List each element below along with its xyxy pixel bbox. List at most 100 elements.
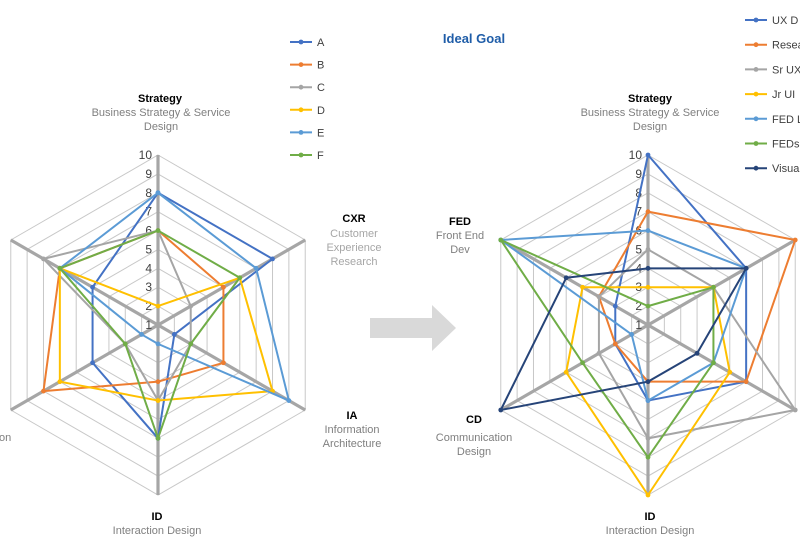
right-axis-label-id: ID Interaction Design [606, 511, 695, 537]
legend-item[interactable]: C [290, 82, 325, 94]
legend-item[interactable]: FED L [745, 114, 800, 126]
axis-desc: Interaction Design [113, 525, 202, 537]
chart-title: Ideal Goal [443, 31, 505, 46]
right-axis-label-fed: FED Front End Dev [436, 216, 484, 256]
tick-label: 4 [635, 261, 642, 275]
axis-code: FED [449, 216, 471, 228]
data-point [563, 275, 569, 281]
data-point [41, 388, 46, 394]
data-point [498, 407, 504, 413]
legend-label: UX D [772, 15, 798, 27]
data-point [645, 265, 651, 271]
axis-line [9, 323, 159, 412]
data-point [596, 294, 602, 300]
data-point [711, 284, 716, 290]
legend-item[interactable]: E [290, 127, 324, 139]
legend-label: FED L [772, 114, 800, 126]
data-point [727, 369, 733, 375]
legend-item[interactable]: Jr UI [745, 89, 795, 101]
legend-item[interactable]: UX D [745, 15, 798, 27]
data-point [286, 398, 292, 403]
tick-label: 5 [635, 242, 642, 256]
legend-label: Resea [772, 40, 800, 52]
data-point [139, 332, 145, 337]
current-radar-chart: 1 2 3 4 5 6 7 8 9 10 [9, 148, 307, 496]
data-point [612, 341, 618, 347]
data-point [645, 492, 651, 498]
axis-desc: Research [330, 256, 377, 268]
axis-code: Strategy [138, 93, 183, 105]
axis-line [499, 238, 649, 327]
legend-item[interactable]: A [290, 37, 325, 49]
left-axis-label-ia: IA Information Architecture [323, 410, 382, 450]
series-visua [498, 265, 749, 413]
data-point [580, 284, 585, 290]
legend-marker [753, 17, 759, 23]
data-point [155, 379, 161, 385]
axis-desc: Architecture [323, 438, 382, 450]
left-axis-label-cd-partial: on [0, 432, 11, 444]
legend-item[interactable]: Resea [745, 40, 800, 52]
legend-marker [298, 39, 304, 45]
tick-label: 7 [145, 205, 152, 219]
data-point [171, 332, 177, 337]
legend-item[interactable]: Sr UX [745, 64, 800, 76]
legend-marker [298, 152, 304, 158]
data-point [90, 284, 95, 290]
tick-label: 10 [629, 148, 643, 162]
axis-code: IA [347, 410, 358, 422]
data-point [188, 303, 194, 309]
data-point [57, 379, 63, 385]
legend-label: B [317, 60, 324, 72]
axis-line [9, 238, 159, 327]
axis-line [647, 238, 797, 327]
data-point [155, 435, 161, 441]
tick-label: 1 [635, 318, 642, 332]
right-arrow-icon [370, 305, 456, 351]
left-axis-label-id: ID Interaction Design [113, 511, 202, 537]
legend-label: Visua [772, 163, 800, 175]
data-point [498, 237, 504, 243]
tick-label: 2 [635, 299, 642, 313]
data-point [645, 209, 651, 215]
axis-line [157, 238, 307, 327]
data-point [645, 454, 651, 460]
data-point [743, 379, 749, 385]
series-f [57, 228, 243, 441]
legend-item[interactable]: FEDs [745, 139, 800, 151]
data-point [155, 398, 161, 403]
data-point [155, 228, 161, 233]
legend-label: C [317, 82, 325, 94]
axis-desc: Design [144, 121, 178, 133]
legend-item[interactable]: F [290, 150, 324, 162]
data-point [155, 341, 161, 347]
legend-marker [753, 116, 759, 122]
legend-label: F [317, 150, 324, 162]
data-point [743, 265, 749, 271]
axis-desc: Front End [436, 230, 484, 242]
left-axis-label-strategy: Strategy Business Strategy & Service Des… [92, 93, 231, 133]
legend-item[interactable]: Visua [745, 163, 800, 175]
right-axis-label-strategy: Strategy Business Strategy & Service Des… [581, 93, 720, 133]
axis-code: CXR [342, 213, 365, 225]
data-point [253, 265, 259, 271]
legend-label: A [317, 37, 325, 49]
axis-line [499, 323, 649, 412]
data-point [645, 228, 651, 233]
legend-item[interactable]: D [290, 105, 325, 117]
data-point [221, 284, 226, 290]
legend-marker [753, 141, 759, 146]
axis-line [647, 323, 797, 412]
axis-code: Strategy [628, 93, 673, 105]
legend-marker [753, 165, 759, 171]
tick-label: 5 [145, 242, 152, 256]
data-point [792, 237, 798, 243]
legend-marker [298, 62, 304, 67]
legend-item[interactable]: B [290, 60, 324, 72]
legend-marker [298, 130, 304, 135]
legend-label: D [317, 105, 325, 117]
axis-desc: Customer [330, 228, 378, 240]
